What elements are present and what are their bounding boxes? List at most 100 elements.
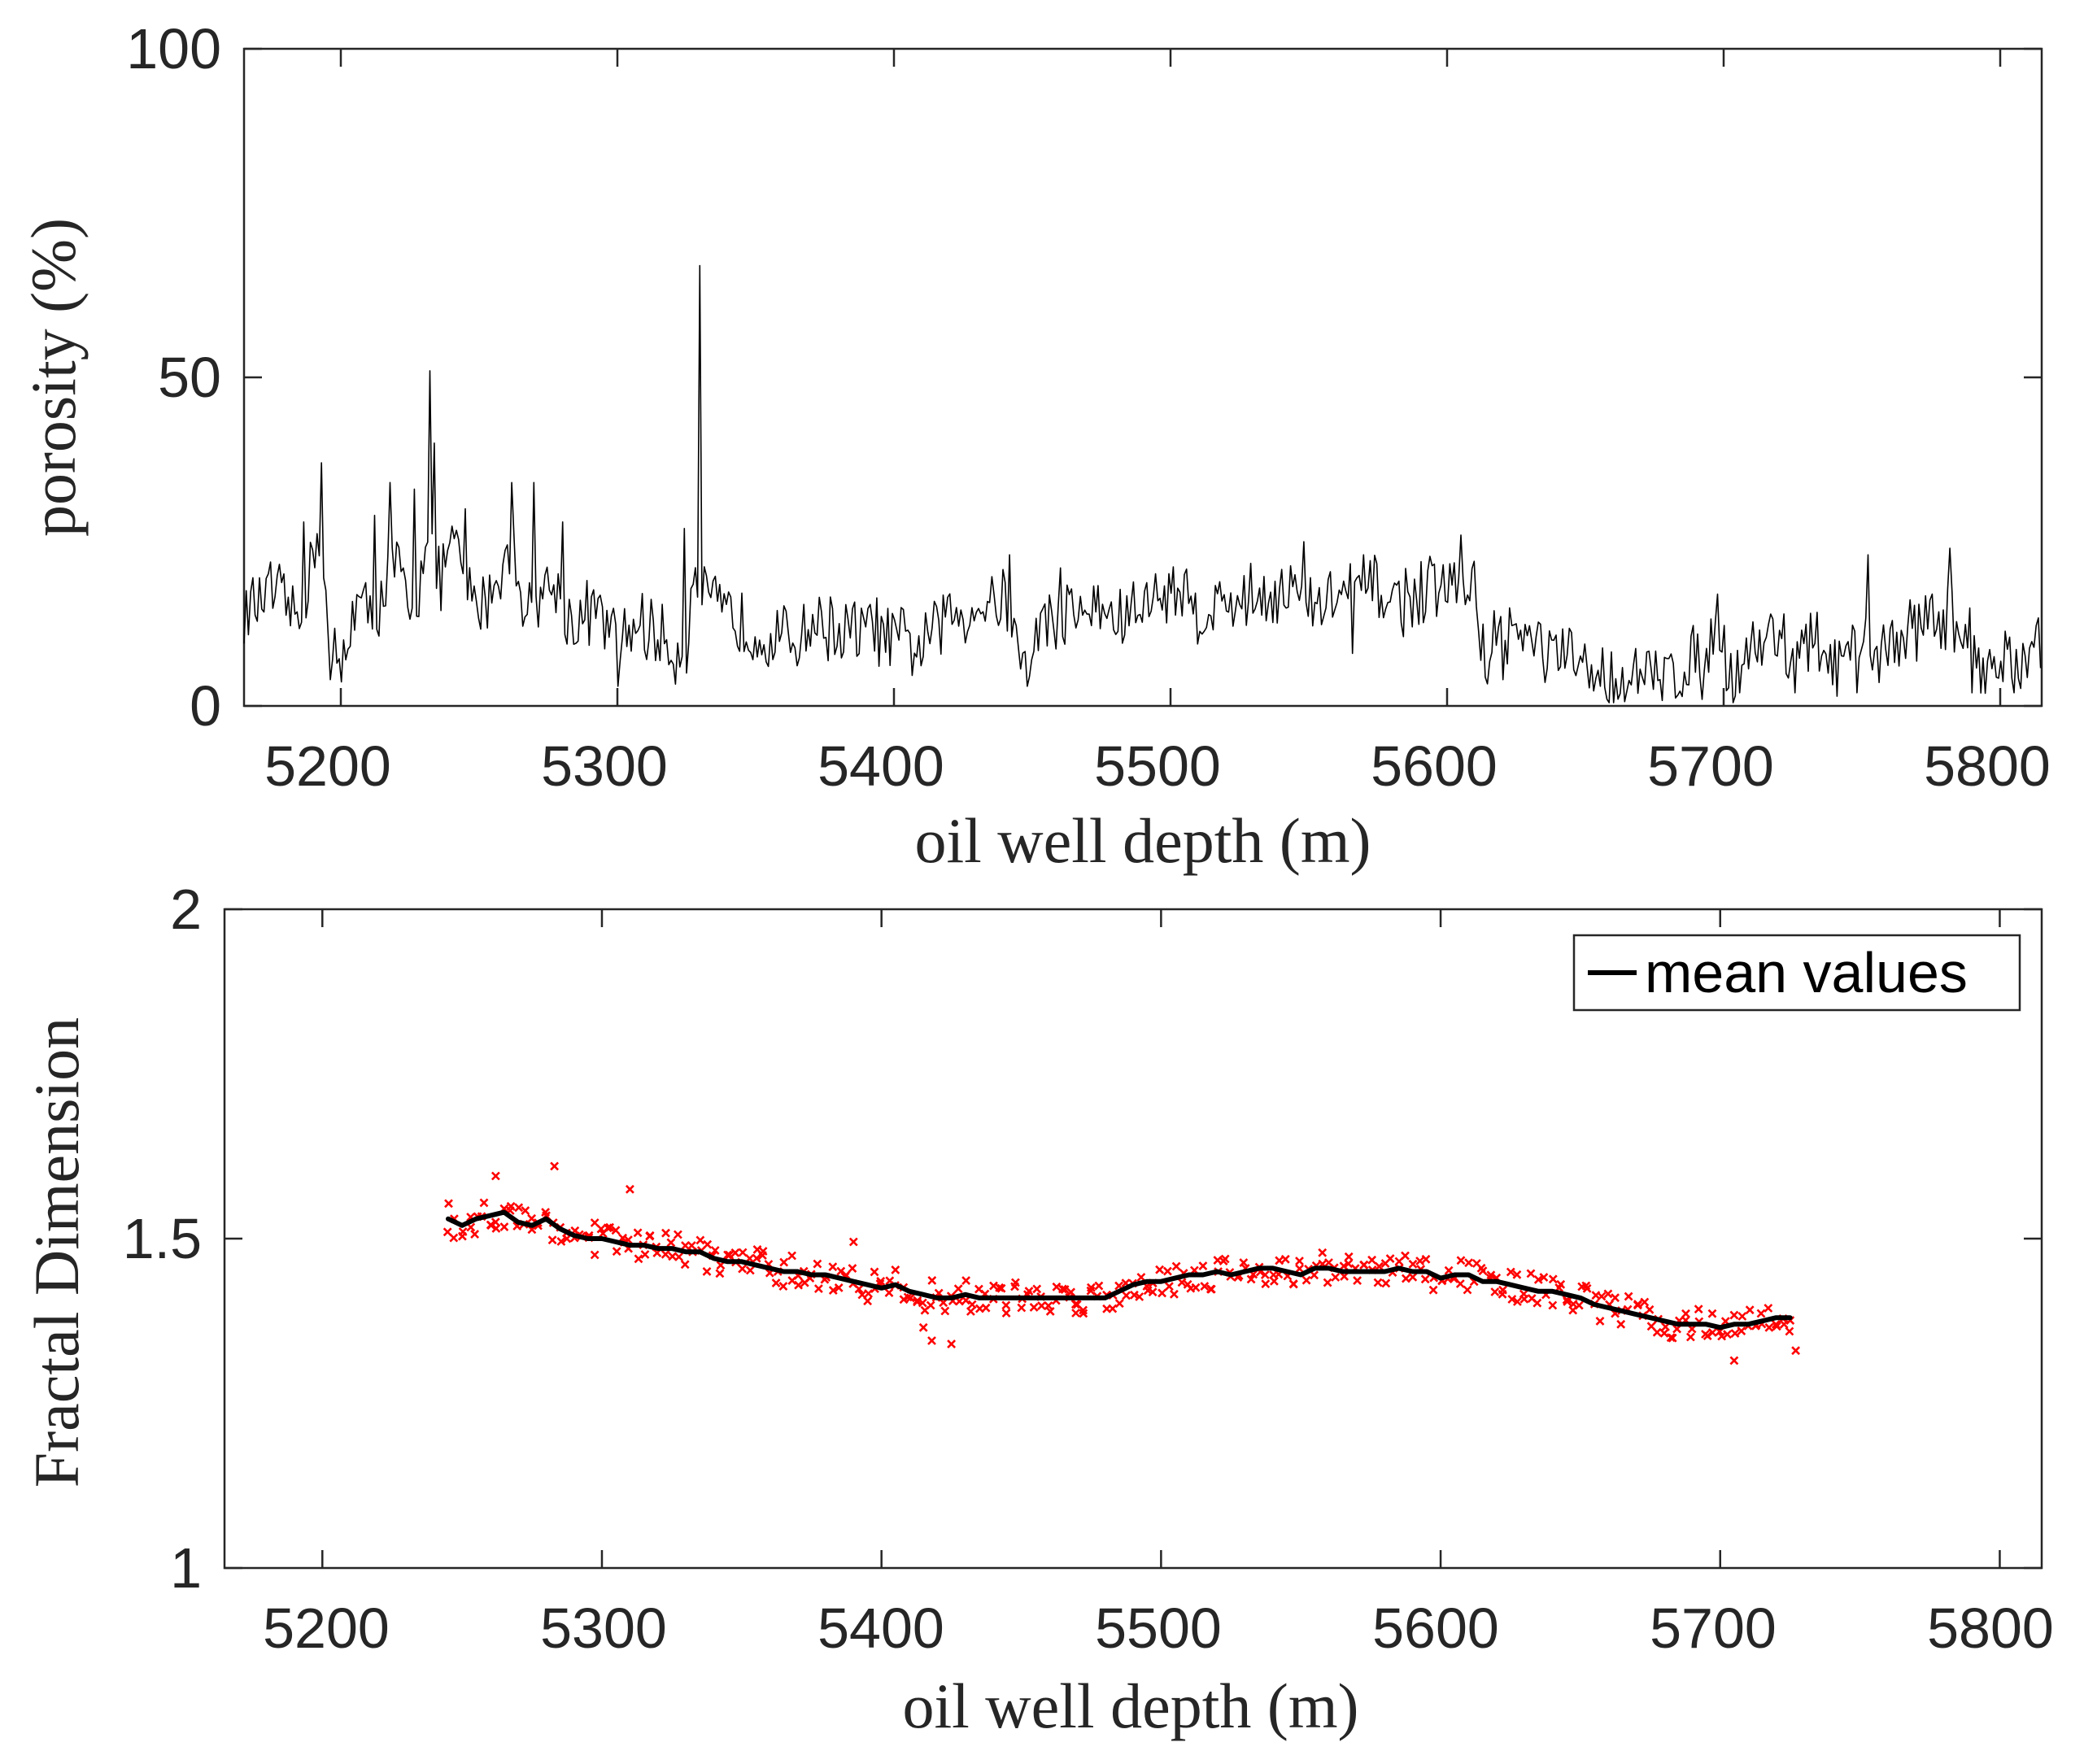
scatter-point [905,1293,915,1303]
scatter-point [1086,1283,1096,1292]
scatter-point [590,1250,599,1260]
scatter-point [1177,1278,1187,1287]
scatter-point [1246,1274,1256,1284]
scatter-point [625,1184,634,1194]
porosity-ytick-label: 0 [190,674,221,738]
porosity-xtick-label: 5700 [1647,734,1774,798]
scatter-point [913,1296,922,1305]
scatter-point [1408,1259,1418,1269]
scatter-point [547,1235,557,1245]
scatter-point [1136,1273,1146,1282]
scatter-point [1288,1279,1298,1289]
scatter-point [1183,1279,1192,1289]
scatter-point [1455,1279,1465,1288]
fractal-mean-line [446,1209,1793,1331]
scatter-point [813,1284,823,1294]
scatter-point [1171,1261,1181,1271]
scatter-point [1668,1333,1677,1343]
scatter-point [966,1307,975,1316]
scatter-point [1029,1302,1039,1312]
scatter-point [1401,1251,1410,1261]
scatter-point [633,1228,643,1238]
scatter-point [1295,1264,1305,1274]
fractal-xtick-label: 5500 [1095,1596,1222,1660]
scatter-point [1506,1267,1515,1277]
scatter-point [752,1253,761,1263]
porosity-xtick-label: 5300 [541,734,668,798]
scatter-point [1037,1301,1046,1311]
scatter-point [927,1275,937,1285]
porosity-ytick-label: 100 [126,17,221,81]
porosity-xtick-label: 5200 [264,734,391,798]
scatter-point [995,1283,1005,1292]
scatter-point [666,1238,676,1248]
scatter-point [1616,1319,1626,1329]
scatter-point [730,1248,740,1257]
scatter-point [1318,1248,1328,1257]
fractal-xtick-label: 5300 [540,1596,667,1660]
porosity-xtick-label: 5800 [1924,734,2051,798]
scatter-point [1507,1295,1517,1304]
scatter-point [715,1269,725,1278]
scatter-point [1717,1331,1727,1341]
scatter-point [1478,1266,1488,1276]
scatter-point [687,1241,696,1250]
scatter-point [1428,1285,1438,1295]
scatter-point [1375,1261,1384,1271]
scatter-point [738,1248,748,1257]
scatter-point [1745,1305,1755,1315]
scatter-point [1158,1288,1167,1298]
scatter-point [1261,1279,1271,1289]
scatter-point [1198,1261,1208,1271]
scatter-point [1052,1282,1062,1291]
porosity-tick-marks [244,47,2042,708]
scatter-point [1032,1284,1042,1294]
scatter-point [771,1278,781,1288]
scatter-point [562,1234,572,1244]
scatter-point [449,1233,459,1243]
fractal-ytick-label: 1.5 [123,1207,202,1270]
scatter-point [1191,1283,1201,1292]
scatter-point [1421,1254,1431,1264]
scatter-point [603,1223,613,1233]
scatter-point [1659,1328,1669,1338]
scatter-point [1072,1300,1082,1309]
fractal-plot-area [223,908,2043,1570]
scatter-point [490,1171,500,1181]
scatter-point [1010,1282,1019,1291]
scatter-point [1323,1278,1332,1287]
scatter-point [828,1262,838,1272]
legend: mean values [1572,934,2021,1012]
fractal-xtick-label: 5600 [1372,1596,1499,1660]
scatter-point [891,1265,900,1274]
scatter-point [1024,1287,1034,1296]
fractal-xtick-label: 5200 [263,1596,390,1660]
scatter-point [1164,1282,1174,1291]
scatter-point [1381,1278,1391,1288]
scatter-point [680,1260,690,1270]
porosity-ytick-label: 50 [158,346,221,409]
fractal-xtick-label: 5400 [817,1596,944,1660]
scatter-point [1135,1292,1144,1301]
scatter-point [1633,1300,1642,1310]
scatter-point [1791,1346,1801,1356]
scatter-point [854,1284,864,1294]
porosity-series [243,264,2042,703]
scatter-point [1694,1304,1703,1314]
scatter-point [903,1292,913,1302]
scatter-point [695,1235,705,1245]
scatter-point [1737,1326,1746,1336]
scatter-point [787,1251,797,1261]
scatter-point [1045,1306,1055,1316]
scatter-point [1456,1256,1466,1265]
scatter-point [1114,1299,1124,1309]
scatter-point [848,1264,857,1274]
scatter-point [1301,1275,1311,1285]
scatter-point [1640,1297,1650,1307]
fractal-y-axis-label: Fractal Dimension [21,1017,92,1487]
scatter-point [710,1246,720,1255]
scatter-point [947,1339,957,1349]
scatter-point [506,1201,516,1211]
scatter-point [1108,1304,1118,1313]
